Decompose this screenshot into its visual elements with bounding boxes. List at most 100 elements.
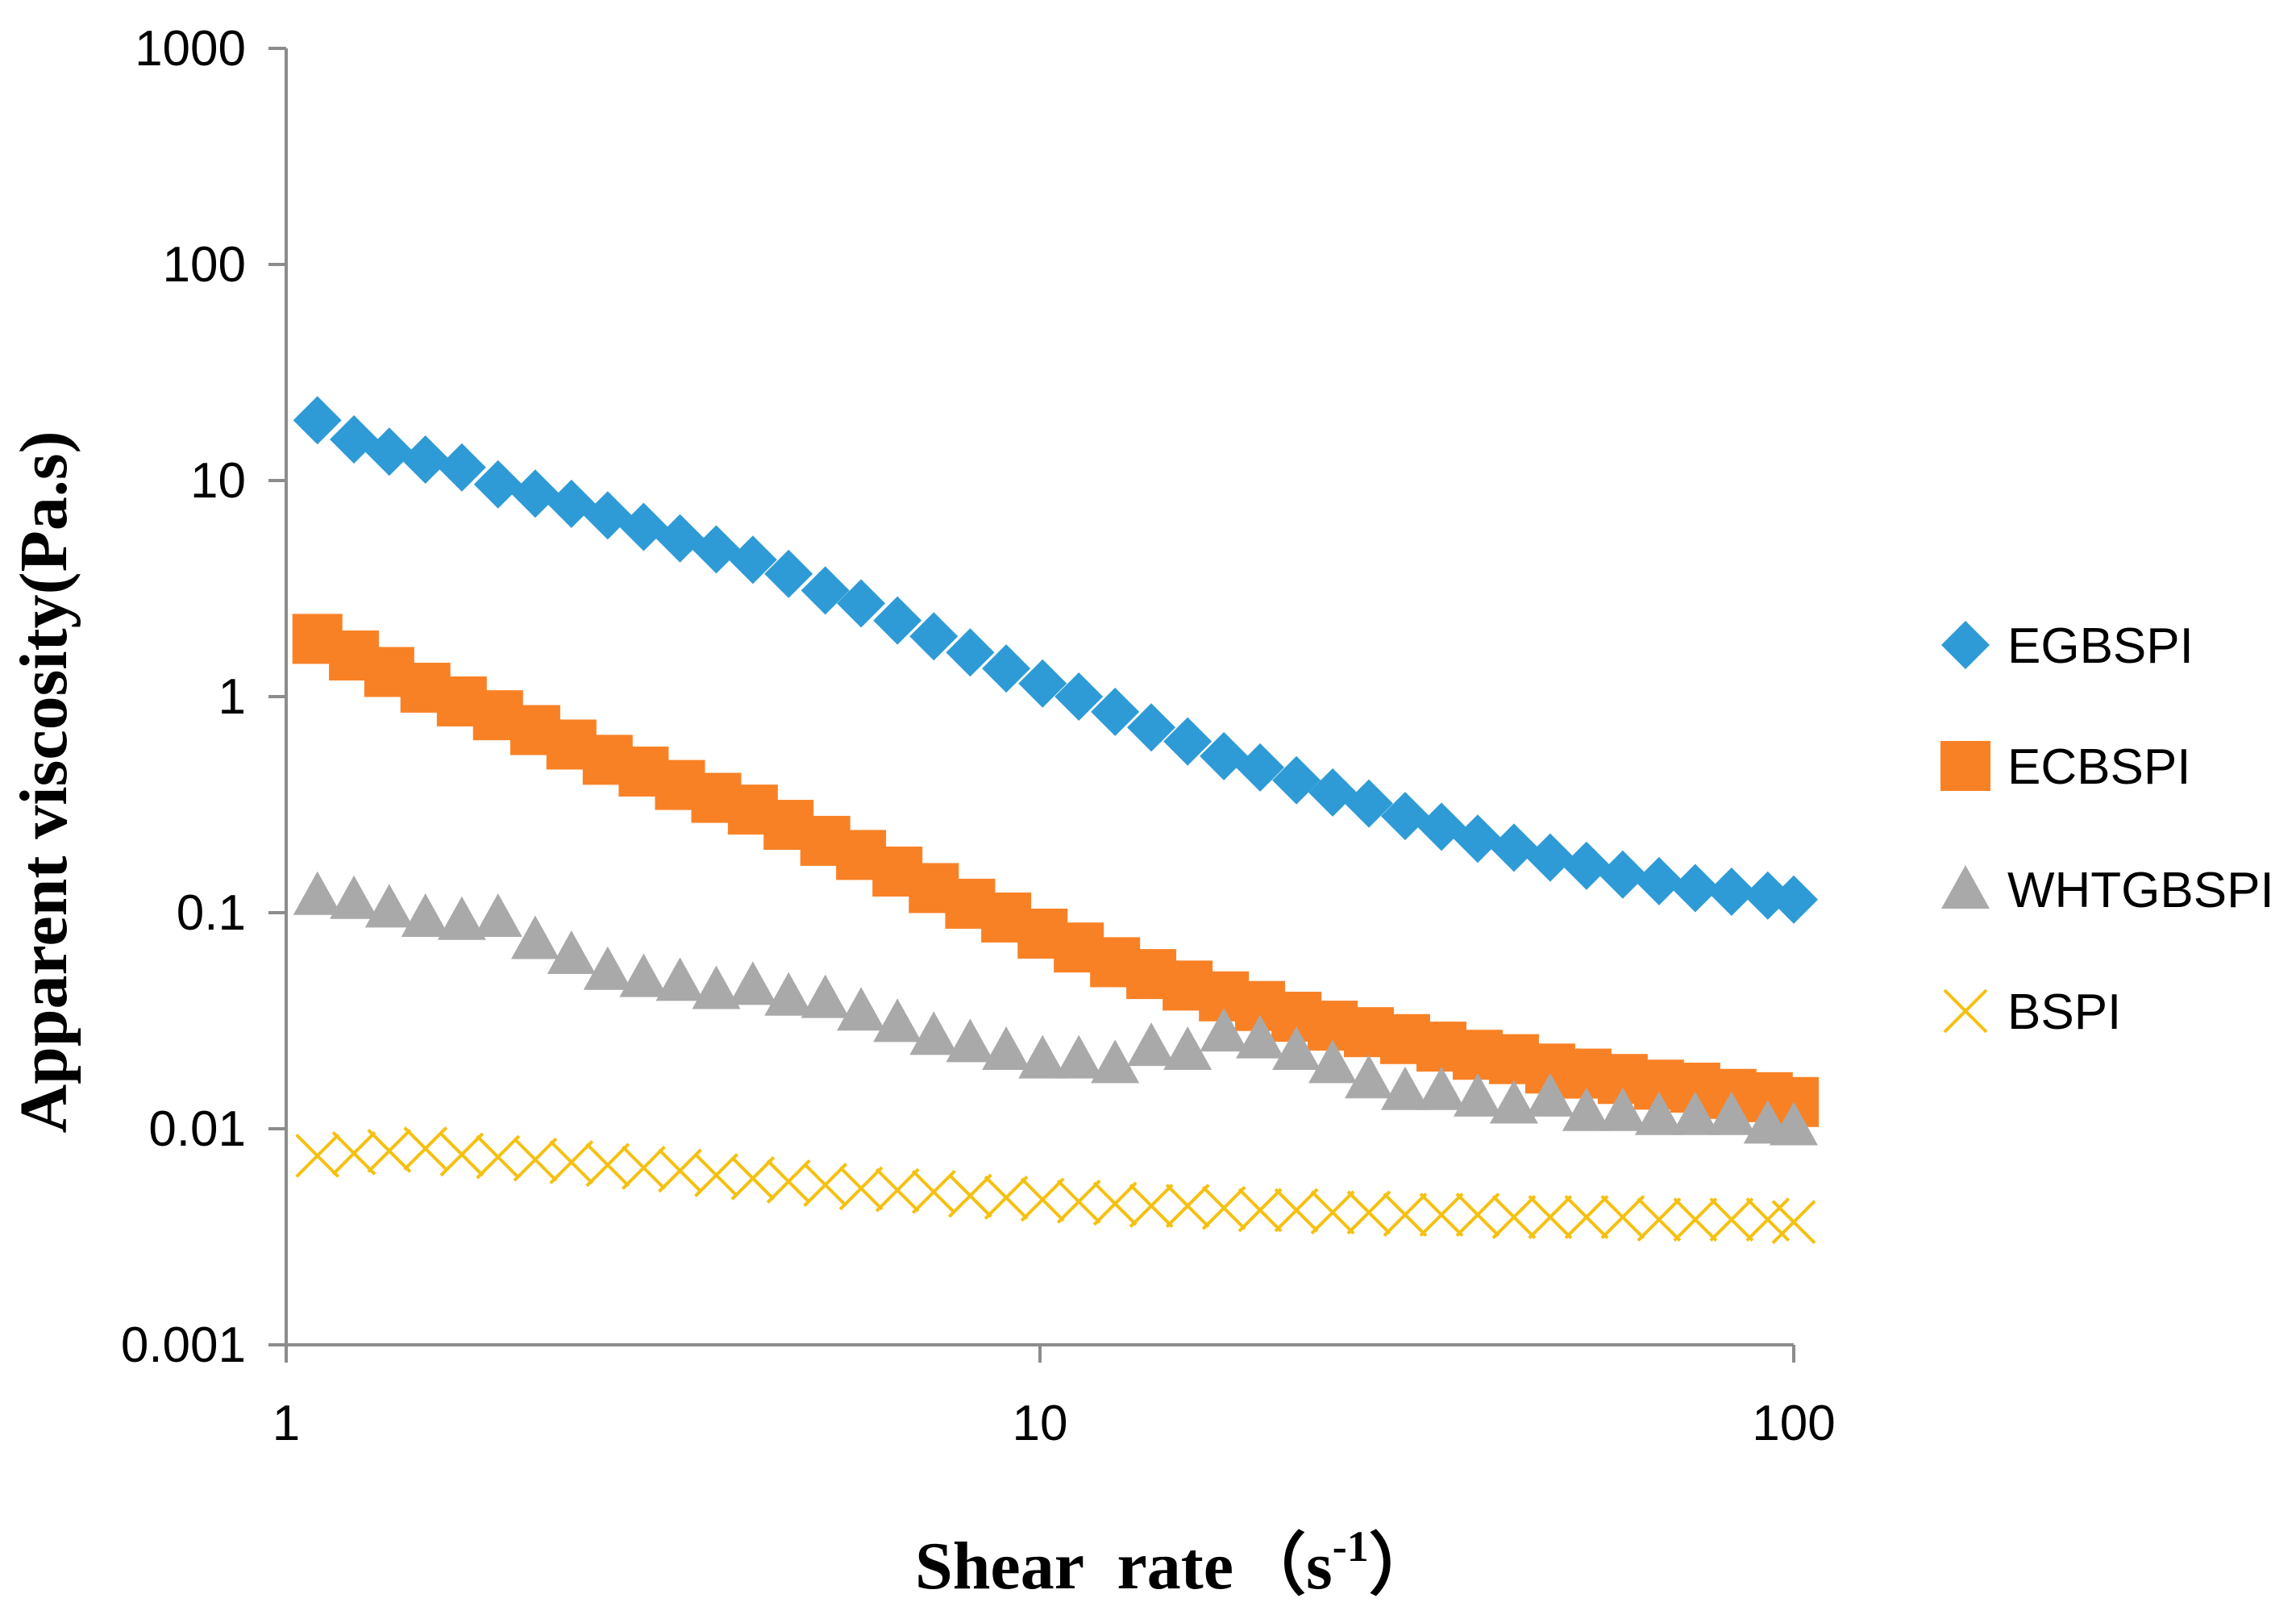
data-point-bspi	[331, 1131, 376, 1176]
data-point-bspi	[1129, 1184, 1174, 1228]
chart-marks	[292, 396, 1819, 1245]
legend-marker-ecbspi	[1940, 741, 1990, 791]
data-point-egbspi	[1417, 802, 1466, 851]
data-point-egbspi	[1272, 755, 1321, 805]
data-point-egbspi	[583, 491, 632, 540]
x-tick-label: 10	[1013, 1396, 1068, 1451]
data-point-whtgbspi	[1200, 1008, 1249, 1052]
data-point-egbspi	[1525, 833, 1574, 882]
x-axis-title-main: Shear rate	[915, 1529, 1233, 1604]
data-point-whtgbspi	[1453, 1072, 1502, 1117]
data-point-whtgbspi	[1272, 1026, 1321, 1071]
data-point-bspi	[1637, 1197, 1682, 1242]
y-tick-label: 0.1	[177, 885, 246, 941]
data-point-bspi	[1673, 1197, 1718, 1242]
data-point-whtgbspi	[873, 998, 922, 1042]
data-point-bspi	[730, 1155, 776, 1201]
x-axis-title-unit: s	[1306, 1529, 1333, 1604]
data-point-bspi	[439, 1132, 485, 1177]
data-point-egbspi	[982, 644, 1031, 693]
data-point-egbspi	[1670, 864, 1720, 913]
data-point-bspi	[984, 1176, 1029, 1220]
data-point-whtgbspi	[1670, 1091, 1720, 1135]
data-point-whtgbspi	[510, 915, 559, 959]
legend-label-ecbspi: ECBSPI	[2007, 739, 2190, 795]
data-point-bspi	[1419, 1192, 1464, 1238]
data-point-whtgbspi	[1127, 1022, 1176, 1067]
legend-item-whtgbspi: WHTGBSPI	[1941, 863, 2274, 918]
data-point-bspi	[403, 1126, 448, 1171]
data-point-bspi	[1455, 1192, 1500, 1238]
data-point-bspi	[1709, 1197, 1754, 1242]
data-point-bspi	[621, 1145, 666, 1190]
data-point-egbspi	[1091, 687, 1140, 736]
data-point-bspi	[838, 1166, 884, 1211]
x-axis-title-close-paren: ）	[1369, 1529, 1437, 1604]
data-point-bspi	[658, 1148, 702, 1193]
data-point-bspi	[1600, 1195, 1645, 1240]
data-point-whtgbspi	[1770, 1101, 1818, 1146]
data-point-egbspi	[473, 460, 522, 509]
data-point-bspi	[1528, 1195, 1573, 1240]
data-point-bspi	[1564, 1195, 1609, 1240]
data-point-whtgbspi	[655, 957, 705, 1001]
data-point-whtgbspi	[1018, 1034, 1067, 1079]
data-point-whtgbspi	[909, 1011, 959, 1055]
data-point-whtgbspi	[801, 974, 850, 1018]
data-point-bspi	[1771, 1200, 1816, 1245]
data-point-bspi	[1274, 1188, 1319, 1233]
data-point-egbspi	[728, 535, 777, 585]
y-tick-label: 0.001	[121, 1317, 246, 1373]
data-point-egbspi	[1707, 868, 1756, 917]
data-point-egbspi	[801, 566, 850, 615]
series-bspi	[295, 1126, 1816, 1245]
axes: 0.001 0.01 0.1 1 10 100 1000 1 10 100	[121, 21, 1836, 1451]
data-point-bspi	[295, 1134, 340, 1178]
data-point-egbspi	[1770, 875, 1818, 924]
x-axis-title: Shear rate（s-1）	[915, 1522, 1437, 1604]
data-point-whtgbspi	[364, 884, 414, 928]
data-point-bspi	[1237, 1188, 1283, 1233]
series-egbspi	[293, 396, 1818, 924]
data-point-whtgbspi	[764, 972, 813, 1016]
y-axis-title: Apparent viscosity(Pa.s)	[6, 431, 81, 1133]
data-point-bspi	[694, 1153, 738, 1197]
data-point-egbspi	[1562, 841, 1611, 890]
data-point-whtgbspi	[1308, 1039, 1358, 1084]
data-point-whtgbspi	[1489, 1080, 1538, 1124]
legend-marker-whtgbspi	[1941, 865, 1990, 909]
data-point-whtgbspi	[1634, 1091, 1683, 1135]
x-tick-label: 1	[272, 1396, 300, 1451]
x-axis-title-exponent: -1	[1333, 1522, 1369, 1571]
y-tick-label: 100	[163, 237, 246, 293]
data-point-bspi	[875, 1167, 920, 1213]
data-point-bspi	[1383, 1192, 1428, 1238]
data-point-whtgbspi	[473, 893, 522, 937]
legend-label-egbspi: EGBSPI	[2007, 618, 2194, 674]
data-point-bspi	[1092, 1181, 1138, 1226]
data-point-whtgbspi	[1163, 1026, 1212, 1071]
x-axis-title-open-paren: （	[1238, 1529, 1306, 1604]
data-point-egbspi	[1598, 850, 1647, 899]
data-point-egbspi	[1489, 823, 1538, 872]
y-tick-label: 1	[218, 669, 246, 725]
legend-label-bspi: BSPI	[2007, 984, 2121, 1040]
data-point-whtgbspi	[1707, 1091, 1756, 1135]
data-point-egbspi	[692, 525, 741, 574]
data-point-egbspi	[764, 549, 813, 598]
data-point-whtgbspi	[401, 893, 450, 937]
data-point-whtgbspi	[946, 1018, 995, 1063]
data-point-whtgbspi	[619, 953, 668, 997]
data-point-egbspi	[547, 479, 596, 528]
y-tick-label: 10	[190, 453, 246, 509]
data-point-bspi	[911, 1169, 956, 1214]
data-point-bspi	[1346, 1190, 1391, 1235]
legend-item-egbspi: EGBSPI	[1941, 618, 2194, 674]
data-point-bspi	[766, 1159, 811, 1204]
data-point-egbspi	[1453, 814, 1502, 864]
data-point-whtgbspi	[1054, 1034, 1104, 1079]
data-point-whtgbspi	[837, 987, 886, 1031]
data-point-egbspi	[437, 443, 486, 492]
data-point-egbspi	[1054, 672, 1104, 721]
data-point-egbspi	[1236, 743, 1285, 792]
